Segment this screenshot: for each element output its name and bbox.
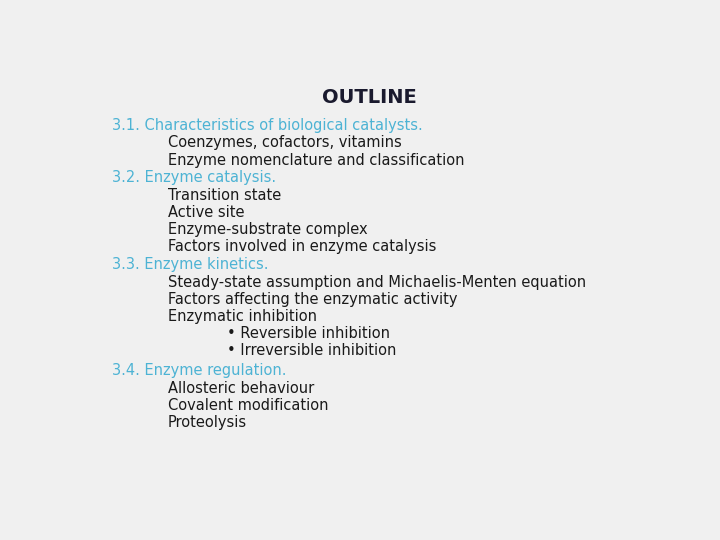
Text: • Reversible inhibition: • Reversible inhibition — [227, 326, 390, 341]
Text: Active site: Active site — [168, 205, 245, 220]
Text: 3.2. Enzyme catalysis.: 3.2. Enzyme catalysis. — [112, 171, 276, 185]
Text: Covalent modification: Covalent modification — [168, 398, 328, 413]
Text: Factors affecting the enzymatic activity: Factors affecting the enzymatic activity — [168, 292, 458, 307]
Text: Enzymatic inhibition: Enzymatic inhibition — [168, 309, 317, 325]
Text: Steady-state assumption and Michaelis-Menten equation: Steady-state assumption and Michaelis-Me… — [168, 275, 586, 290]
Text: Enzyme-substrate complex: Enzyme-substrate complex — [168, 222, 368, 238]
Text: 3.3. Enzyme kinetics.: 3.3. Enzyme kinetics. — [112, 257, 269, 272]
Text: Allosteric behaviour: Allosteric behaviour — [168, 381, 315, 396]
Text: OUTLINE: OUTLINE — [322, 87, 416, 107]
Text: Transition state: Transition state — [168, 188, 282, 203]
Text: 3.1. Characteristics of biological catalysts.: 3.1. Characteristics of biological catal… — [112, 118, 423, 133]
Text: 3.4. Enzyme regulation.: 3.4. Enzyme regulation. — [112, 363, 287, 378]
Text: Proteolysis: Proteolysis — [168, 415, 247, 430]
Text: Coenzymes, cofactors, vitamins: Coenzymes, cofactors, vitamins — [168, 136, 402, 151]
Text: Enzyme nomenclature and classification: Enzyme nomenclature and classification — [168, 152, 464, 167]
Text: • Irreversible inhibition: • Irreversible inhibition — [227, 343, 396, 359]
Text: Factors involved in enzyme catalysis: Factors involved in enzyme catalysis — [168, 239, 436, 254]
